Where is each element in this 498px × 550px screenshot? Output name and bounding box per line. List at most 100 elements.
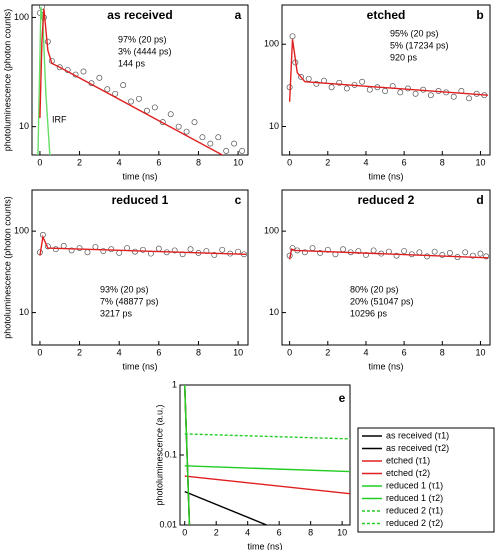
- plot-content: [286, 245, 490, 261]
- data-point: [363, 252, 369, 258]
- panel-letter: a: [235, 8, 242, 22]
- annotation: 144 ps: [118, 58, 146, 68]
- data-line: [288, 248, 489, 260]
- data-point: [450, 93, 457, 100]
- panel: 0 2 4 6 8 10 10 100 time (ns) reduced 2 d 80% (20 p…: [264, 189, 491, 371]
- legend-box: [357, 427, 495, 533]
- x-tick-label: 4: [117, 347, 122, 357]
- y-tick-label: 10: [269, 121, 279, 131]
- x-tick-label: 0: [37, 157, 42, 167]
- x-tick-label: 6: [156, 157, 161, 167]
- panel-title: reduced 1: [112, 193, 169, 207]
- plot-frame: [281, 4, 491, 156]
- x-axis-label: time (ns): [247, 541, 282, 550]
- data-point: [128, 98, 135, 105]
- annotation: 920 ps: [390, 52, 418, 62]
- data-point: [60, 242, 67, 249]
- data-point: [301, 249, 308, 256]
- data-point: [397, 89, 404, 96]
- x-tick-label: 2: [77, 347, 82, 357]
- data-point: [199, 134, 206, 141]
- y-tick-label: 100: [14, 12, 29, 22]
- panel-title: etched: [367, 8, 406, 22]
- data-point: [52, 246, 59, 253]
- data-point: [336, 79, 343, 86]
- legend-label: reduced 1 (τ1): [386, 480, 443, 490]
- x-axis-label: time (ns): [122, 361, 157, 371]
- data-point: [404, 85, 411, 92]
- data-point: [466, 95, 472, 102]
- x-tick-label: 8: [196, 347, 201, 357]
- data-point: [427, 92, 434, 99]
- y-tick-label: 1: [172, 379, 177, 389]
- panel-letter: e: [339, 391, 346, 405]
- data-line: [39, 8, 224, 155]
- data-point: [211, 252, 218, 258]
- data-point: [469, 252, 476, 259]
- x-tick-label: 8: [440, 347, 445, 357]
- annotation: 7% (48877 ps): [100, 296, 159, 306]
- y-tick-label: 10: [269, 307, 279, 317]
- data-point: [215, 134, 222, 141]
- data-point: [401, 248, 408, 254]
- annotation: 80% (20 ps): [350, 284, 399, 294]
- data-point: [44, 243, 51, 250]
- data-line: [288, 39, 489, 102]
- data-point: [366, 86, 373, 93]
- annotation: 20% (51047 ps): [350, 296, 414, 306]
- x-tick-label: 8: [308, 527, 313, 537]
- y-tick-label: 10: [19, 307, 29, 317]
- legend-label: reduced 1 (τ2): [386, 493, 443, 503]
- data-point: [328, 84, 335, 91]
- y-axis-label: photoluminescence (photon counts): [2, 196, 12, 339]
- data-point: [231, 140, 238, 147]
- x-axis-label: time (ns): [122, 171, 157, 181]
- x-tick-label: 2: [325, 157, 330, 167]
- data-point: [462, 249, 469, 256]
- legend-label: etched (τ2): [386, 468, 430, 478]
- data-point: [120, 82, 127, 89]
- x-tick-label: 6: [277, 527, 282, 537]
- data-point: [84, 249, 91, 256]
- data-point: [483, 253, 490, 260]
- data-point: [104, 86, 111, 93]
- data-point: [355, 248, 362, 254]
- data-point: [239, 147, 246, 154]
- data-point: [171, 247, 178, 254]
- plot-frame: [281, 189, 491, 346]
- panel-title: as received: [107, 8, 172, 22]
- data-point: [56, 64, 63, 71]
- data-point: [477, 250, 484, 257]
- plot-content: [36, 231, 247, 258]
- x-tick-label: 10: [233, 157, 243, 167]
- data-point: [132, 248, 138, 255]
- data-point: [313, 80, 320, 87]
- x-tick-label: 2: [77, 157, 82, 167]
- data-point: [439, 252, 446, 258]
- plot-content: [286, 33, 489, 102]
- data-point: [108, 246, 115, 253]
- y-tick-label: 100: [264, 226, 279, 236]
- y-tick-label: 0.1: [164, 449, 177, 459]
- plot-content: [184, 385, 350, 525]
- data-point: [219, 246, 226, 253]
- data-point: [446, 249, 453, 256]
- annotation: 3% (4444 ps): [118, 46, 172, 56]
- panel-letter: b: [476, 8, 483, 22]
- data-line: [184, 465, 350, 473]
- x-tick-label: 6: [402, 347, 407, 357]
- x-tick-label: 10: [475, 347, 485, 357]
- data-point: [140, 246, 146, 253]
- plot-frame: [31, 189, 249, 346]
- data-point: [151, 104, 158, 111]
- x-tick-label: 8: [440, 157, 445, 167]
- panel-title: reduced 2: [358, 193, 415, 207]
- data-point: [143, 107, 150, 114]
- x-tick-label: 10: [475, 157, 485, 167]
- data-point: [289, 245, 296, 252]
- data-line: [37, 6, 51, 155]
- data-point: [187, 246, 194, 253]
- data-point: [370, 247, 377, 254]
- data-point: [191, 119, 198, 126]
- legend-label: as received (τ1): [386, 430, 449, 440]
